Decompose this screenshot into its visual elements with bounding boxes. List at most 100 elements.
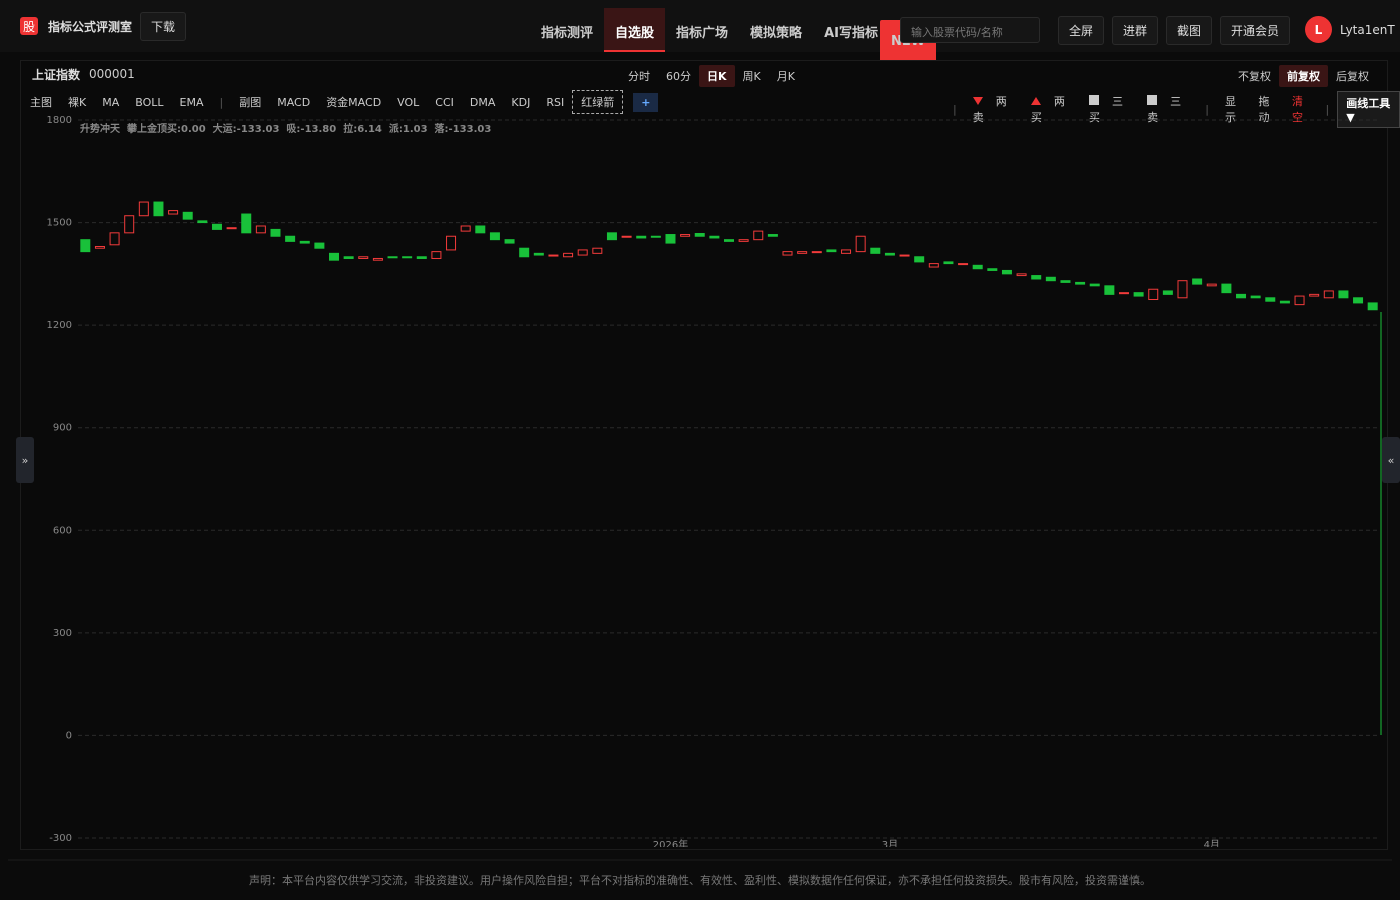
candle-body: [329, 252, 340, 261]
sub-indicator[interactable]: DMA: [469, 95, 496, 109]
tool-button[interactable]: 拖动: [1258, 95, 1270, 124]
adjust-tab[interactable]: 前复权: [1279, 65, 1328, 87]
signal-button[interactable]: 两卖: [965, 90, 1023, 128]
period-tab[interactable]: 月K: [776, 70, 795, 83]
candle-body: [80, 239, 91, 253]
sub-indicator[interactable]: VOL: [397, 95, 420, 109]
candle-body: [797, 251, 808, 254]
nav-item[interactable]: 模拟策略: [750, 26, 803, 41]
candle-body: [1265, 297, 1276, 302]
adjust-tab[interactable]: 不复权: [1238, 70, 1271, 83]
period-tab[interactable]: 分时: [628, 70, 650, 83]
tool-button[interactable]: 显示: [1225, 95, 1236, 124]
candle-body: [811, 251, 822, 254]
separator: |: [219, 95, 224, 109]
candle-body: [431, 251, 442, 259]
signal-label: 三买: [1089, 95, 1123, 124]
candle-body: [138, 201, 149, 217]
avatar[interactable]: L: [1305, 16, 1332, 43]
header-button[interactable]: 进群: [1112, 16, 1159, 45]
sub-indicator[interactable]: MACD: [277, 95, 311, 109]
candle-body: [1250, 295, 1261, 299]
candle-body: [285, 235, 296, 242]
candle-body: [124, 215, 135, 234]
period-tab[interactable]: 日K: [699, 65, 735, 87]
expand-left[interactable]: »: [16, 437, 34, 483]
header-button[interactable]: 开通会员: [1220, 16, 1291, 45]
tool-button[interactable]: 清空: [1292, 95, 1303, 124]
candle-body: [1118, 292, 1129, 295]
draw-tool-button[interactable]: 画线工具 ▼: [1337, 90, 1400, 128]
candle-body: [1031, 275, 1042, 280]
candle-body: [694, 233, 705, 237]
separator: |: [1325, 102, 1330, 116]
candle-body: [211, 223, 222, 230]
header-buttons: 全屏 进群 截图 开通会员: [1050, 16, 1291, 45]
period-tab[interactable]: 60分: [666, 70, 691, 83]
candle-body: [1294, 295, 1305, 306]
main-indicator[interactable]: EMA: [179, 95, 204, 109]
candle-body: [870, 247, 881, 254]
sub-indicator[interactable]: KDJ: [511, 95, 531, 109]
main-indicator[interactable]: BOLL: [135, 95, 164, 109]
expand-right[interactable]: «: [1382, 437, 1400, 483]
signal-button[interactable]: 三买: [1081, 90, 1139, 128]
y-tick-label: 900: [53, 423, 72, 434]
toolbar: 主图 裸K MA BOLL EMA | 副图 MACD 资金MACD VOL CCI DMA KDJ RS…: [22, 90, 659, 114]
y-tick-label: 1200: [47, 320, 72, 331]
candle-body: [1075, 281, 1086, 285]
indicator-label: 拉:6.14: [343, 122, 382, 135]
adjust-tab[interactable]: 后复权: [1336, 70, 1369, 83]
signal-label: 两买: [1030, 95, 1065, 124]
period-tab[interactable]: 周K: [742, 70, 761, 83]
candle-body: [299, 240, 310, 244]
main-indicator[interactable]: MA: [102, 95, 120, 109]
add-button[interactable]: +: [633, 92, 659, 112]
candle-body: [1001, 269, 1012, 275]
candle-body: [1133, 292, 1144, 297]
sub-indicator[interactable]: 副图: [239, 96, 262, 109]
y-tick-label: 1500: [47, 218, 72, 229]
search-input[interactable]: 输入股票代码/名称: [900, 17, 1040, 43]
candle-body: [1323, 290, 1334, 299]
indicator-label: 升势冲天: [80, 122, 121, 135]
chart-panel: [20, 60, 1388, 850]
main-indicator[interactable]: 主图: [30, 96, 52, 109]
candle-body: [636, 235, 647, 239]
sub-indicator[interactable]: CCI: [435, 95, 454, 109]
download-button[interactable]: 下载: [140, 11, 187, 41]
candle-body: [241, 213, 252, 234]
signal-button[interactable]: 三卖: [1139, 90, 1197, 128]
header-button[interactable]: 全屏: [1058, 16, 1105, 45]
candle-body: [767, 234, 778, 237]
candle-body: [943, 261, 954, 265]
y-tick-label: -300: [49, 833, 72, 844]
signal-label: 三卖: [1147, 95, 1182, 124]
main-indicator[interactable]: 裸K: [68, 96, 87, 109]
header-button[interactable]: 截图: [1166, 16, 1213, 45]
candle-body: [548, 254, 559, 257]
candle-body: [1177, 280, 1188, 299]
candle-body: [884, 252, 895, 256]
candle-body: [533, 252, 544, 256]
app-name: 指标公式评测室: [48, 19, 133, 34]
separator: |: [953, 102, 957, 116]
candle-body: [1016, 273, 1027, 277]
candle-body: [841, 249, 852, 254]
candle-body: [665, 234, 676, 244]
candle-body: [358, 256, 369, 259]
signal-button[interactable]: 两买: [1023, 90, 1081, 128]
nav-item[interactable]: 指标测评: [541, 26, 594, 41]
candle-body: [519, 247, 530, 258]
candle-body: [592, 247, 603, 254]
y-tick-label: 300: [53, 628, 72, 639]
candle-body: [577, 249, 588, 256]
candle-body: [1221, 283, 1232, 294]
sub-indicator[interactable]: 资金MACD: [326, 96, 382, 109]
sub-indicator[interactable]: 红绿箭: [572, 90, 624, 114]
username[interactable]: Lyta1enT: [1340, 23, 1395, 37]
nav-item[interactable]: 自选股: [604, 8, 666, 52]
nav-item[interactable]: 指标广场: [676, 26, 729, 41]
candle-body: [168, 210, 179, 215]
sub-indicator[interactable]: RSI: [546, 95, 565, 109]
